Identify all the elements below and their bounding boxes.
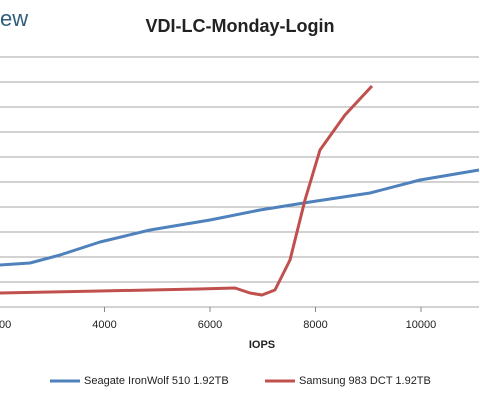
logo: ew: [0, 6, 28, 31]
x-tick-label: 10000: [406, 319, 437, 331]
x-axis-label: IOPS: [249, 339, 275, 351]
line-series: [0, 84, 374, 297]
legend-label: Samsung 983 DCT 1.92TB: [299, 375, 431, 387]
x-tick-label: 6000: [198, 319, 222, 331]
x-tick-label: 2000: [0, 319, 11, 331]
x-tick-label: 8000: [303, 319, 327, 331]
chart-title: VDI-LC-Monday-Login: [146, 16, 335, 36]
x-tick-label: 4000: [92, 319, 116, 331]
line-series: [0, 168, 480, 267]
legend-label: Seagate IronWolf 510 1.92TB: [84, 375, 229, 387]
